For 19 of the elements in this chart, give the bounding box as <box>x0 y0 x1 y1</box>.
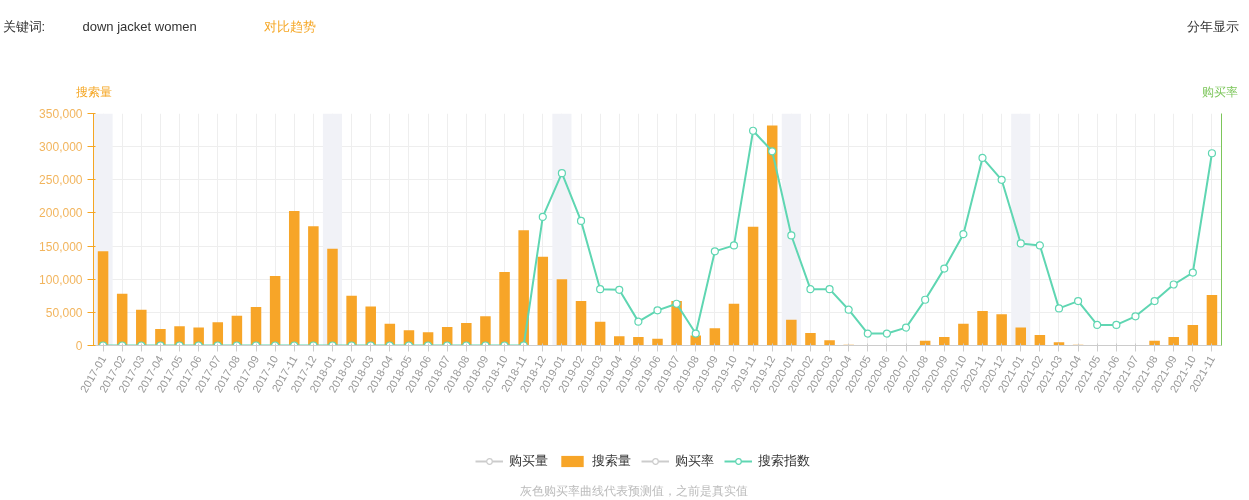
y-tick-label: 250,000 <box>39 173 83 188</box>
legend-label: 购买率 <box>674 452 714 470</box>
text: 分年显示 <box>1186 19 1239 34</box>
text: 关键词: <box>2 19 46 34</box>
text: down jacket women <box>82 19 197 34</box>
y-tick-label: 50,000 <box>45 305 83 320</box>
text: 对比趋势 <box>263 19 316 34</box>
y-tick-label: 200,000 <box>39 206 83 221</box>
y-tick-label: 350,000 <box>39 107 83 121</box>
y-axis-title: 搜索量 <box>75 84 112 99</box>
y-tick-label: 0 <box>75 339 83 353</box>
y-tick-label: 300,000 <box>39 140 83 155</box>
text: 灰色购买率曲线代表预测值，之前是真实值 <box>519 483 748 498</box>
legend-label: 搜索量 <box>591 452 631 470</box>
y2-axis-title: 购买率 <box>1201 84 1238 99</box>
y-tick-label: 100,000 <box>39 272 83 287</box>
legend-label: 购买量 <box>508 452 548 470</box>
y-tick-label: 150,000 <box>39 239 83 254</box>
legend-label: 搜索指数 <box>757 452 810 470</box>
